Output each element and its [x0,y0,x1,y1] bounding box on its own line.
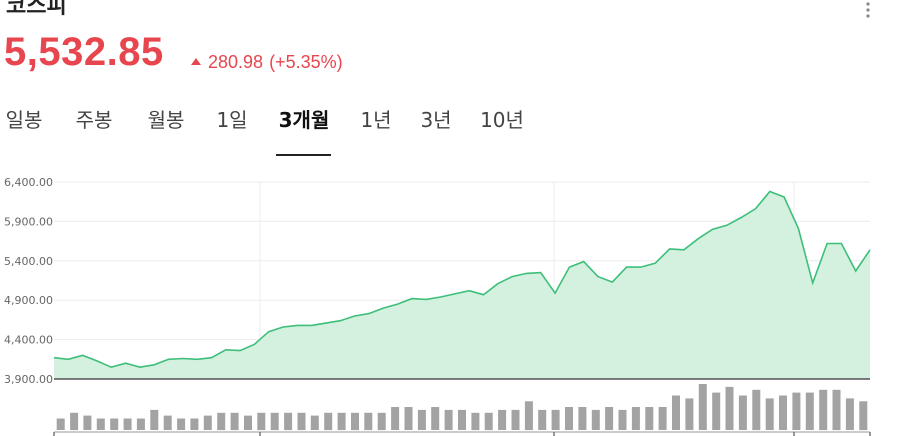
volume-bar [70,412,79,431]
volume-bar [150,409,159,430]
y-tick-label: 5,400.00 [4,255,53,268]
volume-bar [96,418,105,430]
price-chart: 6,400.00 5,900.00 5,400.00 4,900.00 4,400.00… [4,176,871,436]
current-price: 5,532.85 [4,30,164,74]
period-tabs: 일봉 주봉 월봉 1일 3개월 1년 3년 10년 [0,100,540,156]
y-tick-label: 4,900.00 [4,294,53,307]
volume-bar [270,412,279,431]
y-tick-label: 6,400.00 [4,176,53,189]
volume-bar [324,412,333,431]
volume-bar [805,392,814,430]
volume-bar [631,407,640,430]
volume-bar [217,412,226,431]
y-tick-label: 5,900.00 [4,215,53,228]
volume-bar [618,409,627,430]
volume-bar [310,415,319,430]
tab-daily[interactable]: 일봉 [5,108,43,132]
tab-3month[interactable]: 3개월 [278,108,330,132]
price-area-fill [54,191,870,379]
volume-bar [417,409,426,430]
tab-1day[interactable]: 1일 [216,108,248,132]
volume-bar [645,407,654,430]
tab-1year[interactable]: 1년 [360,108,392,132]
volume-bar [698,384,707,430]
volume-bar [498,409,507,430]
volume-bar [83,415,92,430]
volume-bar [337,412,346,431]
volume-bar [605,407,614,430]
volume-bar [177,418,186,430]
more-vertical-icon[interactable] [860,0,876,20]
volume-bar [845,398,854,430]
volume-bar [685,398,694,430]
tab-3year[interactable]: 3년 [420,108,452,132]
volume-bar [779,395,787,430]
price-line [53,190,871,369]
volume-bar [404,407,413,430]
volume-bar [712,392,721,430]
volume-bar [284,412,293,431]
volume-bar [672,395,680,430]
volume-bar [377,412,386,431]
triangle-up-icon [191,58,201,65]
volume-bar [230,412,239,431]
volume-bar [190,418,199,430]
volume-bar [591,409,600,430]
tab-10year[interactable]: 10년 [480,108,524,132]
change-amount: 280.98 [208,51,264,72]
volume-bar [203,415,212,430]
volume-bar [658,407,667,430]
volume-bar [551,409,560,430]
volume-bar [431,407,440,430]
volume-bar [391,407,400,430]
index-title: 코스피 [6,0,67,19]
volume-bar [458,409,466,430]
tab-monthly[interactable]: 월봉 [147,108,185,132]
volume-bar [511,409,520,430]
volume-bar [819,389,828,431]
volume-bar [297,412,306,431]
price-change: 280.98 (+5.35%) [190,50,343,74]
volume-bar [444,409,453,430]
volume-bar [163,415,172,430]
volume-bar [123,418,132,430]
volume-bar [725,386,734,430]
volume-bar [484,412,493,431]
volume-bar [538,409,547,430]
volume-bar [524,401,533,431]
volume-bar [752,389,761,431]
volume-bar [351,412,359,431]
volume-bar [578,407,587,430]
volume-bar [765,398,774,430]
volume-bar [792,392,801,430]
volume-bar [56,418,65,430]
volume-bar [110,418,119,430]
volume-bar [257,412,266,431]
tab-weekly[interactable]: 주봉 [75,108,113,132]
volume-bar [832,389,841,431]
volume-bar [738,395,747,430]
change-percent: (+5.35%) [269,51,343,72]
volume-bar [136,418,145,430]
active-tab-indicator [276,154,331,156]
volume-bar [859,401,868,431]
volume-bar [565,407,573,430]
y-tick-label: 4,400.00 [4,334,53,347]
volume-bar [364,412,373,431]
y-tick-label: 3,900.00 [4,373,53,386]
volume-bar [471,412,480,431]
volume-bar [244,415,252,430]
